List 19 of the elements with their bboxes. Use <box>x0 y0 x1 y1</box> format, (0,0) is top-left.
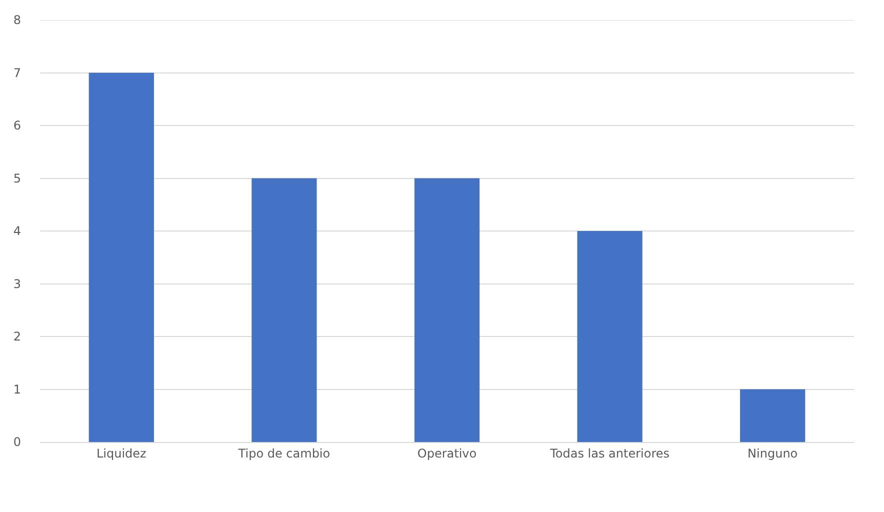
x-tick-label: Operativo <box>417 446 477 460</box>
bar <box>577 231 642 442</box>
bar <box>252 178 317 442</box>
y-tick-label: 2 <box>13 330 21 344</box>
y-tick-label: 4 <box>13 224 21 238</box>
y-tick-label: 6 <box>13 118 21 133</box>
bar <box>740 389 806 442</box>
bar <box>414 178 480 442</box>
bar <box>88 72 154 442</box>
y-tick-label: 1 <box>13 382 21 396</box>
y-tick-label: 5 <box>13 171 21 186</box>
y-tick-label: 3 <box>13 276 21 291</box>
x-tick-label: Ninguno <box>748 446 798 460</box>
y-tick-label: 7 <box>13 66 21 80</box>
x-tick-label: Todas las anteriores <box>549 446 670 460</box>
y-tick-label: 8 <box>13 13 21 28</box>
x-tick-label: Liquidez <box>96 446 146 460</box>
y-tick-label: 0 <box>13 435 21 450</box>
x-tick-label: Tipo de cambio <box>237 446 330 460</box>
